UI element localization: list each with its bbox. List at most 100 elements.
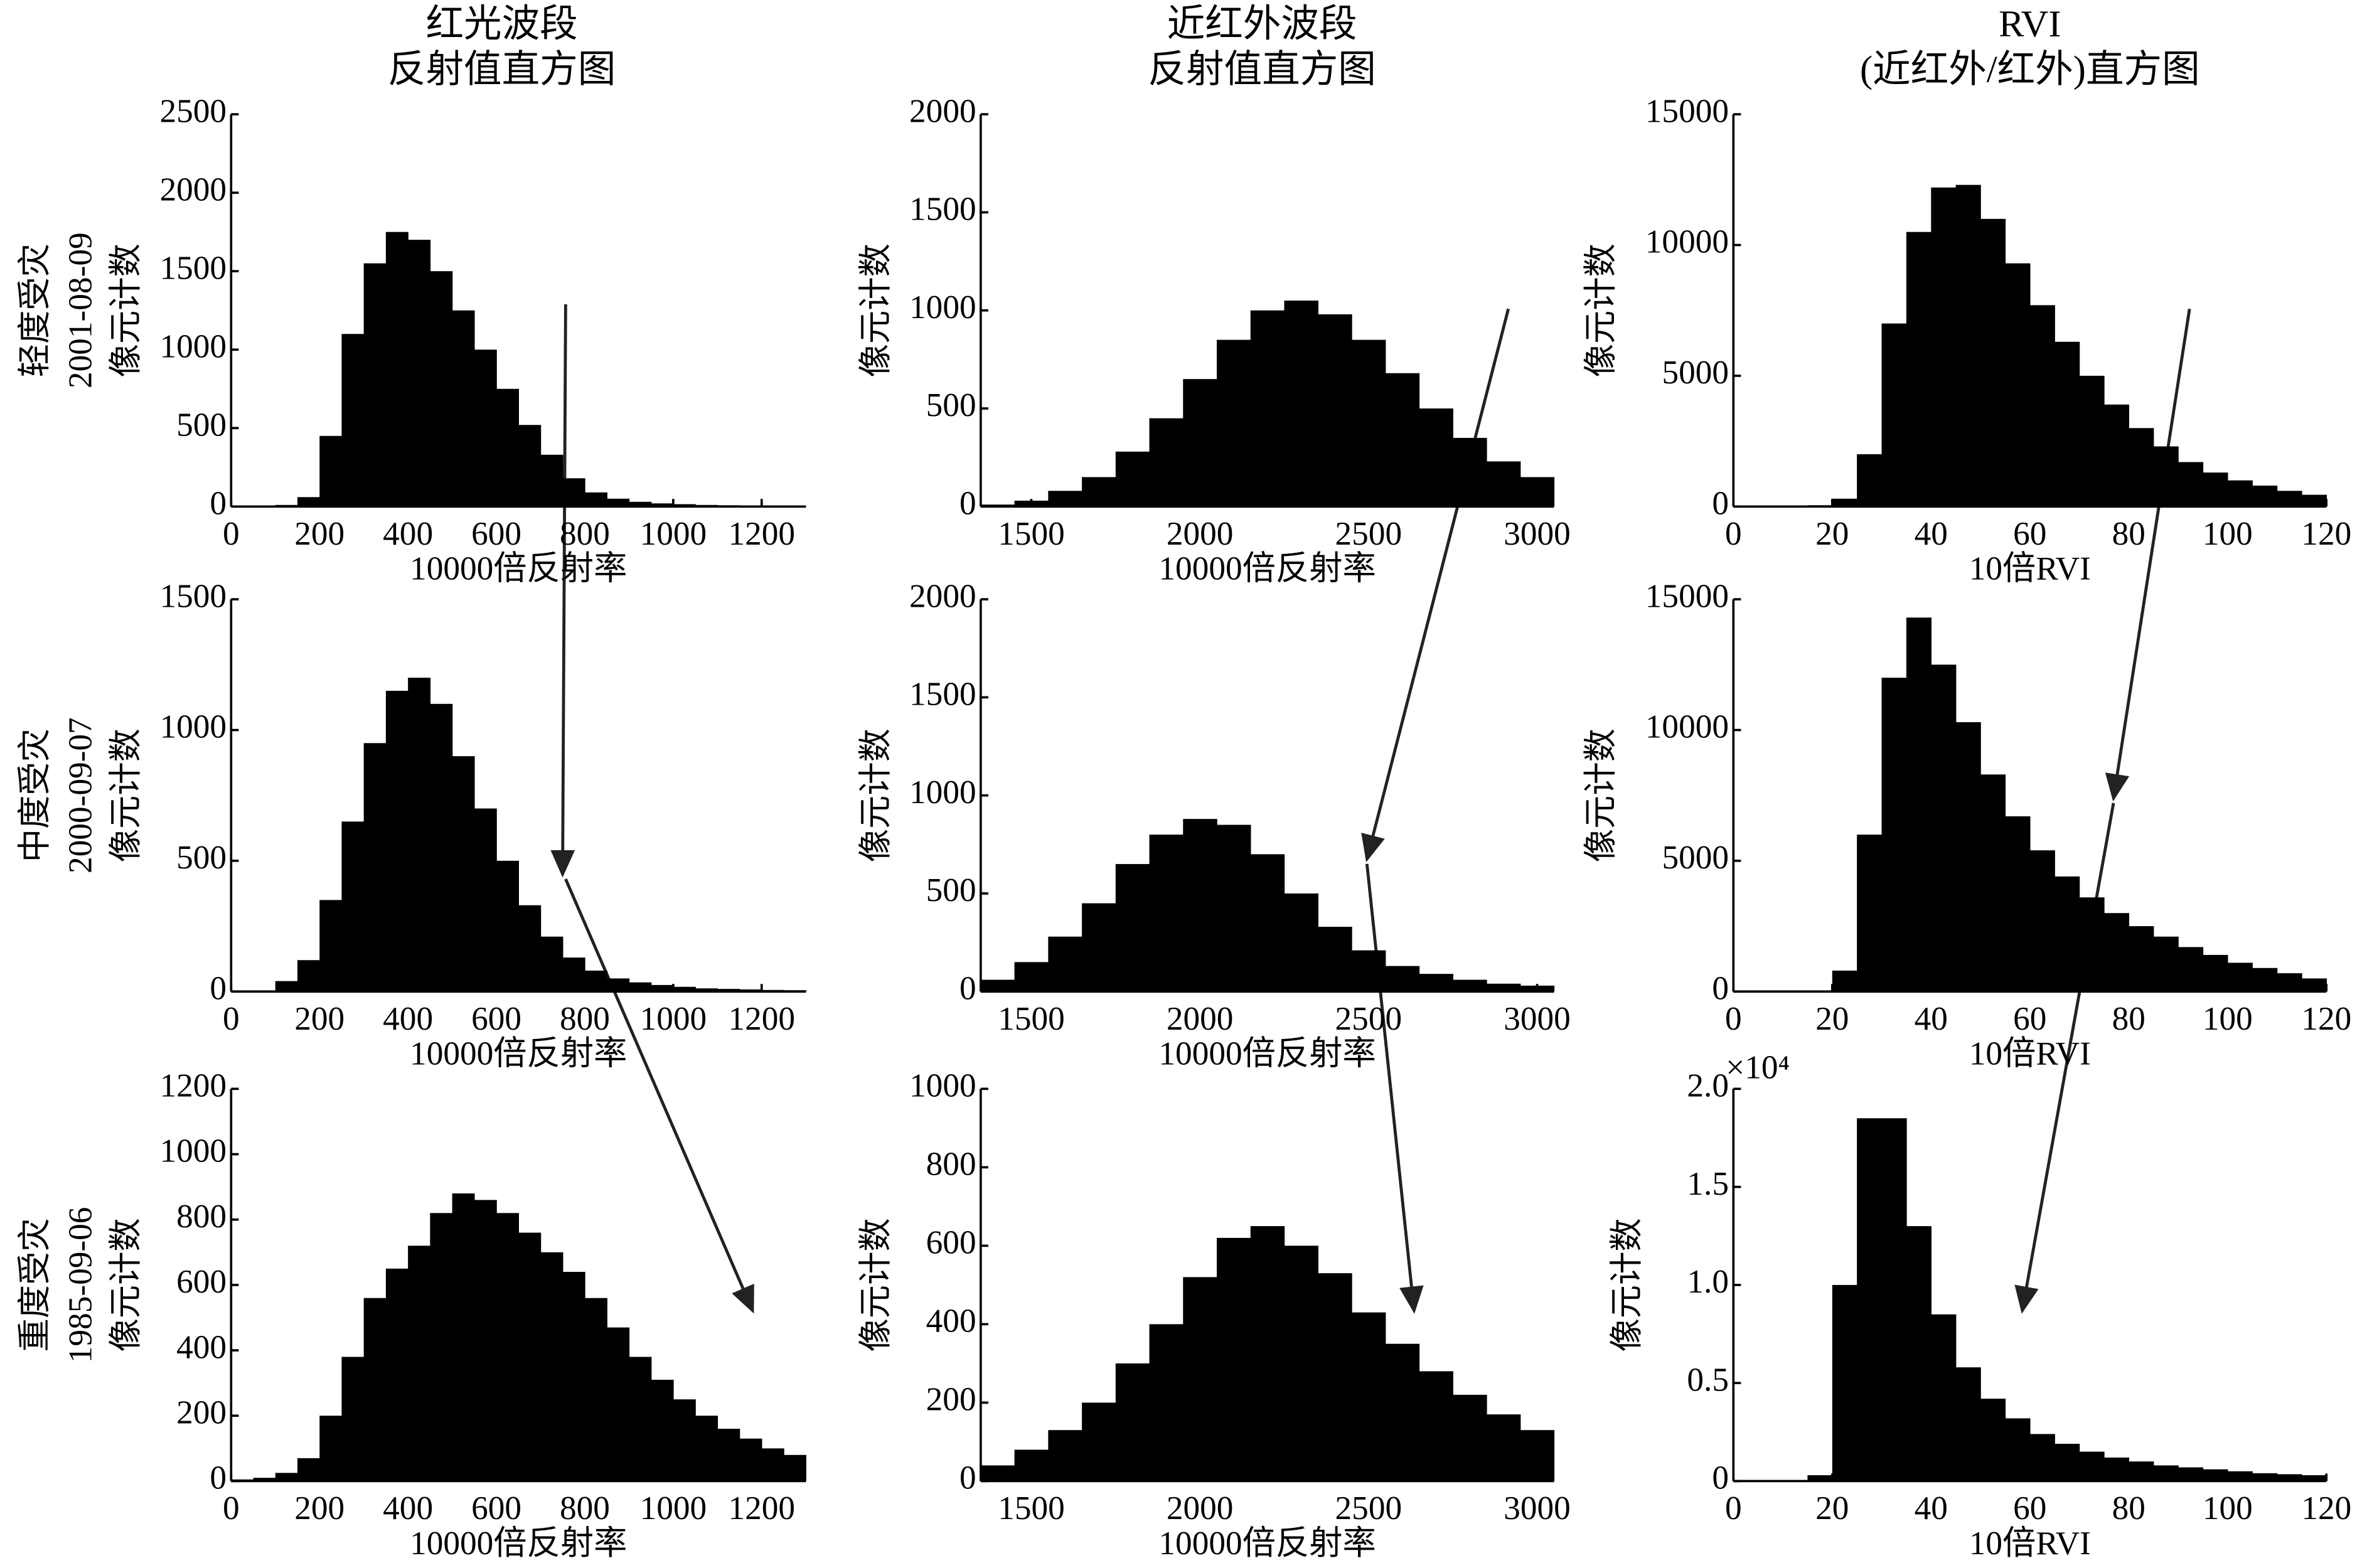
y-tick-label: 1500 xyxy=(909,676,976,713)
y-axis-label: 像元计数 xyxy=(1583,728,1620,862)
histogram-bar xyxy=(607,498,630,507)
x-tick-label: 20 xyxy=(1815,1000,1849,1037)
y-axis-label: 像元计数 xyxy=(107,1218,144,1352)
histogram-bar xyxy=(297,497,320,507)
x-tick-label: 20 xyxy=(1815,1490,1849,1527)
histogram-bar xyxy=(319,435,343,507)
y-tick-label: 15000 xyxy=(1645,577,1729,614)
histogram-bar xyxy=(1284,1245,1318,1481)
y-tick-label: 1000 xyxy=(909,289,976,326)
histogram-bar xyxy=(474,349,497,507)
histogram-bar xyxy=(695,988,719,992)
histogram-bar xyxy=(1486,1414,1521,1481)
chart-title: 反射值直方图 xyxy=(388,49,616,91)
x-tick-label: 3000 xyxy=(1504,1490,1571,1527)
x-axis-label: 10倍RVI xyxy=(1969,1035,2091,1072)
y-tick-label: 1000 xyxy=(909,774,976,811)
histogram-bar xyxy=(584,492,607,507)
histogram-bar xyxy=(408,678,431,992)
histogram-panel: 0 500 1000 1500 2000 1500 2000 2500 3000 10000倍反射… xyxy=(857,3,1571,587)
histogram-bar xyxy=(1857,1118,1883,1481)
x-tick-label: 0 xyxy=(223,1490,240,1527)
histogram-bar xyxy=(1453,979,1487,992)
histogram-bar xyxy=(1318,927,1352,992)
histogram-bar xyxy=(1351,339,1386,507)
x-tick-label: 200 xyxy=(294,515,345,552)
x-axis-label: 10000倍反射率 xyxy=(410,1035,627,1072)
histogram-bar xyxy=(2227,1471,2253,1481)
histogram-bar xyxy=(2029,305,2055,507)
y-tick-label: 1000 xyxy=(159,328,227,365)
histogram-bar xyxy=(1183,1277,1217,1481)
y-tick-label: 0 xyxy=(1712,969,1729,1006)
histogram-bar xyxy=(1931,187,1957,507)
y-tick-label: 1000 xyxy=(159,1133,227,1170)
arrow xyxy=(1365,863,1424,1314)
histogram-panel: 0 200 400 600 800 1000 1500 2000 2500 3000 10000倍反… xyxy=(857,1067,1571,1562)
histogram-bar xyxy=(385,1268,409,1481)
histogram-bar xyxy=(1217,824,1251,992)
x-tick-label: 1500 xyxy=(998,1490,1065,1527)
histogram-bar xyxy=(2252,485,2278,507)
x-tick-label: 2500 xyxy=(1335,1490,1402,1527)
x-tick-label: 1200 xyxy=(728,515,795,552)
histogram-bar xyxy=(2029,1434,2055,1481)
histogram-bar xyxy=(1284,893,1318,992)
x-tick-label: 1500 xyxy=(998,1000,1065,1037)
histogram-bar xyxy=(1955,722,1981,992)
histogram-bar xyxy=(1048,936,1082,992)
histogram-bar xyxy=(1318,1273,1352,1481)
chart-title: 反射值直方图 xyxy=(1148,49,1376,91)
histogram-bar xyxy=(2129,1461,2154,1481)
histogram-bar xyxy=(562,1272,585,1481)
histogram-bar xyxy=(2178,1467,2204,1481)
x-tick-label: 1000 xyxy=(640,515,707,552)
histogram-bar xyxy=(2103,404,2130,507)
histogram-bar xyxy=(341,334,365,507)
histogram-bar xyxy=(1520,1430,1555,1481)
histogram-bar xyxy=(1881,323,1907,507)
histogram-bar xyxy=(2005,1418,2031,1481)
histogram-bar xyxy=(1183,819,1217,992)
y-axis-label: 轻度受灾 xyxy=(16,243,53,377)
histogram-bar xyxy=(629,501,652,507)
x-axis-label: 10倍RVI xyxy=(1969,550,2091,587)
x-tick-label: 80 xyxy=(2112,1000,2145,1037)
x-tick-label: 60 xyxy=(2013,1490,2046,1527)
histogram-bar xyxy=(408,240,431,507)
histogram-bar xyxy=(1419,408,1453,507)
y-tick-label: 0 xyxy=(210,485,227,522)
y-tick-label: 1000 xyxy=(909,1067,976,1104)
arrow xyxy=(564,878,754,1314)
x-tick-label: 40 xyxy=(1915,1000,1948,1037)
y-axis-label: 重度受灾 xyxy=(16,1218,53,1352)
y-tick-label: 600 xyxy=(926,1224,976,1261)
histogram-bar xyxy=(2029,850,2055,992)
histogram-bar xyxy=(452,756,475,992)
histogram-bar xyxy=(2227,963,2253,992)
y-tick-label: 0 xyxy=(1712,485,1729,522)
histogram-bar xyxy=(2203,954,2228,992)
x-axis-label: 10000倍反射率 xyxy=(410,550,627,587)
histogram-bar xyxy=(430,703,453,992)
histogram-bar xyxy=(673,1399,696,1481)
histogram-bar xyxy=(2277,491,2302,507)
histogram-bar xyxy=(430,1213,453,1481)
x-tick-label: 60 xyxy=(2013,1000,2046,1037)
x-tick-label: 1000 xyxy=(640,1490,707,1527)
arrow xyxy=(550,304,575,878)
histogram-bar xyxy=(297,1458,320,1481)
histogram-bar xyxy=(319,1416,343,1481)
histogram-bar xyxy=(385,690,409,992)
histogram-bar xyxy=(2178,947,2204,992)
histogram-bar xyxy=(1351,1312,1386,1481)
x-axis-label: 10000倍反射率 xyxy=(1158,1035,1376,1072)
x-tick-label: 80 xyxy=(2112,1490,2145,1527)
y-axis-label: 像元计数 xyxy=(857,1218,894,1352)
histogram-bar xyxy=(341,821,365,992)
histogram-bar xyxy=(761,1448,784,1481)
histogram-bar xyxy=(673,504,696,507)
histogram-bar xyxy=(980,1465,1015,1481)
